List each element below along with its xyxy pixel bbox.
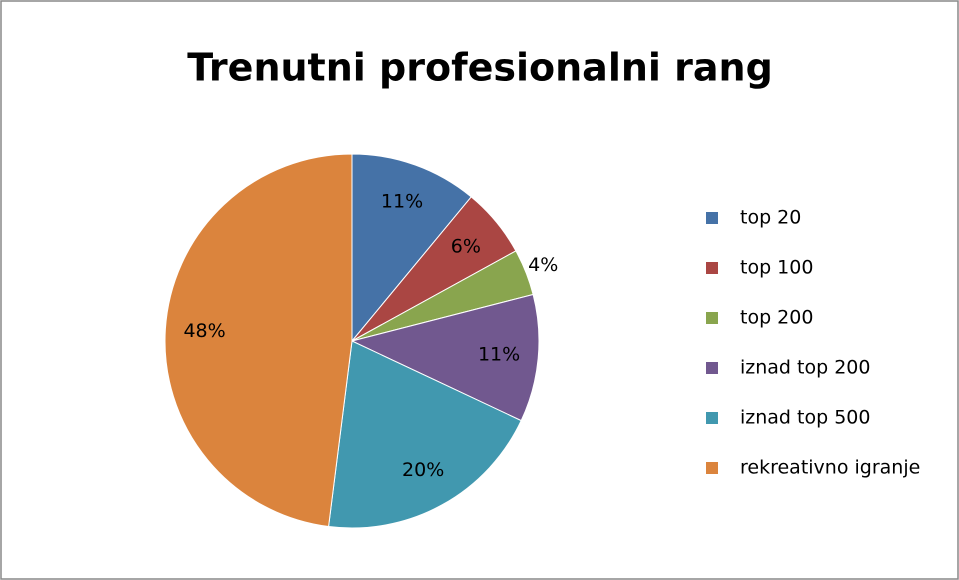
data-label: 11% xyxy=(478,343,520,365)
legend-swatch xyxy=(706,312,718,324)
data-label: 48% xyxy=(183,320,225,342)
legend-swatch xyxy=(706,262,718,274)
chart-title: Trenutni profesionalni rang xyxy=(187,46,773,90)
pie-slice xyxy=(328,340,522,529)
legend-label: iznad top 500 xyxy=(740,407,870,429)
legend-swatch xyxy=(706,462,718,474)
legend-swatch xyxy=(706,212,718,224)
legend-swatch xyxy=(706,362,718,374)
data-label: 6% xyxy=(451,235,481,257)
legend-label: rekreativno igranje xyxy=(740,457,920,479)
legend-label: iznad top 200 xyxy=(740,357,870,379)
pie-slice xyxy=(164,153,353,528)
data-label: 20% xyxy=(402,459,444,481)
legend-label: top 100 xyxy=(740,257,813,279)
pie-slice xyxy=(351,153,472,343)
data-label: 4% xyxy=(528,254,558,276)
legend-label: top 20 xyxy=(740,207,801,229)
data-label: 11% xyxy=(381,191,423,213)
legend-swatch xyxy=(706,412,718,424)
pie-slice xyxy=(350,293,540,422)
legend-label: top 200 xyxy=(740,307,813,329)
